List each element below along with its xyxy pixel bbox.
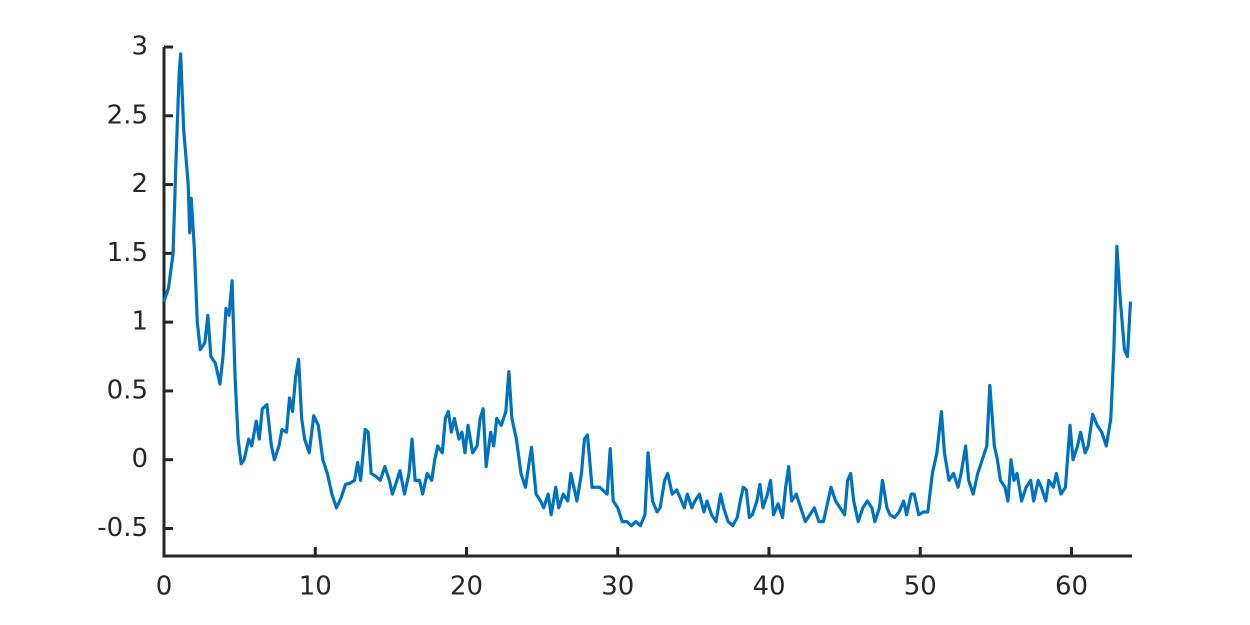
- x-tick-label: 10: [299, 572, 332, 602]
- x-tick-label: 50: [904, 572, 937, 602]
- x-tick-label: 0: [156, 572, 173, 602]
- y-tick-label: -0.5: [97, 513, 148, 543]
- data-line: [162, 52, 1133, 528]
- x-tick-label: 40: [752, 572, 785, 602]
- y-tick-label: 3: [131, 32, 148, 62]
- y-tick-label: 2: [131, 169, 148, 199]
- x-tick-label: 30: [601, 572, 634, 602]
- y-tick-label: 1.5: [107, 238, 148, 268]
- y-tick-label: 0: [131, 444, 148, 474]
- x-tick-label: 20: [450, 572, 483, 602]
- y-tick-label: 1: [131, 307, 148, 337]
- x-tick-label: 60: [1055, 572, 1088, 602]
- y-tick-label: 2.5: [107, 100, 148, 130]
- y-tick-label: 0.5: [107, 375, 148, 405]
